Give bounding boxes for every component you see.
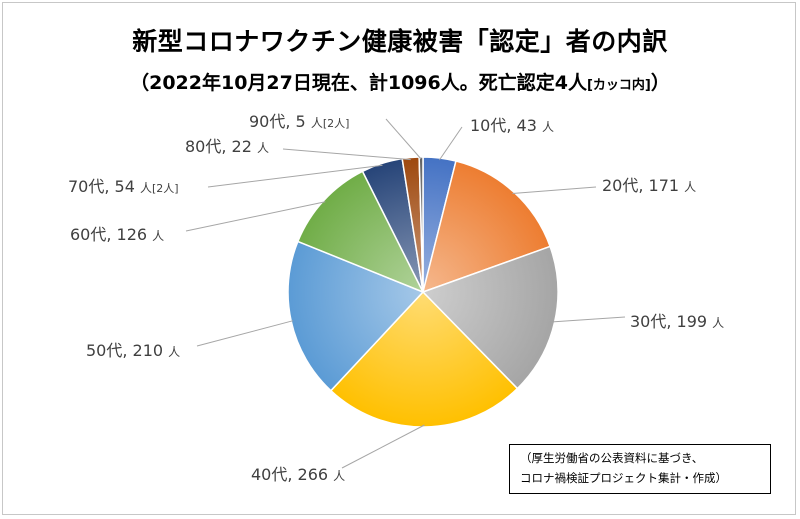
pie-slice-60s	[296, 170, 425, 294]
data-label-40s: 40代, 266 人	[251, 465, 345, 484]
leader-line-20s	[512, 186, 597, 194]
pie-slice-20s	[421, 160, 552, 294]
source-note-line2: コロナ禍検証プロジェクト集計・作成）	[520, 471, 727, 485]
subtitle-main: （2022年10月27日現在、計1096人。死亡認定4人	[130, 72, 587, 94]
source-note-line1: （厚生労働省の公表資料に基づき、	[520, 451, 704, 465]
leader-line-10s	[438, 126, 463, 161]
leader-line-80s	[282, 148, 411, 161]
pie-slice-30s	[421, 245, 559, 390]
subtitle-small: [カッコ内]	[586, 78, 651, 93]
chart-subtitle: （2022年10月27日現在、計1096人。死亡認定4人[カッコ内]）	[0, 68, 800, 95]
leader-line-50s	[196, 320, 294, 347]
data-label-70s: 70代, 54 人[2人]	[68, 177, 179, 196]
data-label-80s: 80代, 22 人	[185, 137, 269, 156]
leader-line-90s	[385, 118, 422, 160]
data-label-30s: 30代, 199 人	[630, 312, 724, 331]
data-label-90s: 90代, 5 人[2人]	[249, 112, 349, 131]
leader-line-40s	[341, 424, 425, 469]
leader-line-60s	[185, 201, 326, 232]
leader-line-30s	[552, 316, 626, 323]
data-label-10s: 10代, 43 人	[470, 116, 554, 135]
pie-slice-40s	[329, 290, 519, 428]
data-label-20s: 20代, 171 人	[602, 176, 696, 195]
leader-line-70s	[207, 164, 383, 188]
source-note: （厚生労働省の公表資料に基づき、 コロナ禍検証プロジェクト集計・作成）	[509, 444, 771, 494]
data-label-60s: 60代, 126 人	[70, 225, 164, 244]
chart-title: 新型コロナワクチン健康被害「認定」者の内訳	[132, 27, 668, 56]
subtitle-close: ）	[650, 72, 670, 94]
data-label-50s: 50代, 210 人	[86, 341, 180, 360]
